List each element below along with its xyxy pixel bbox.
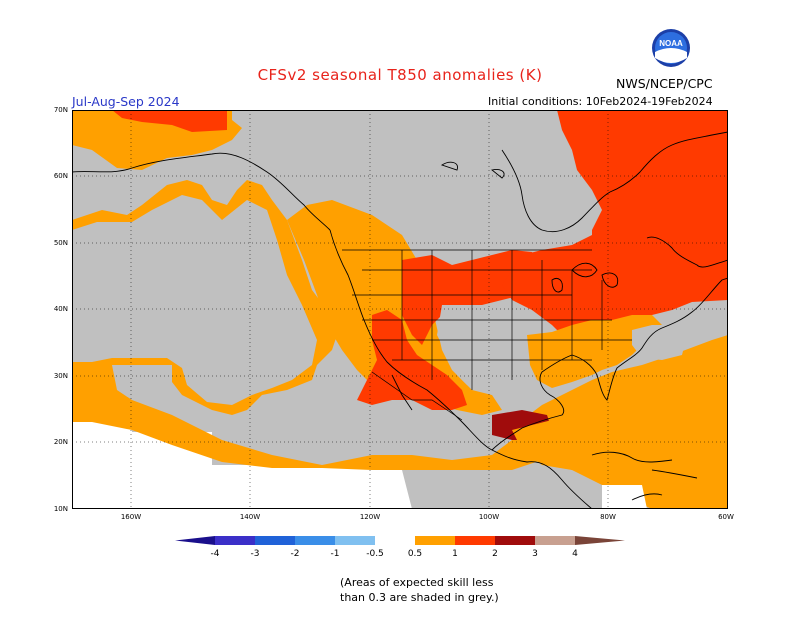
colorbar-label: -4 (211, 549, 220, 559)
great-lakes (440, 161, 619, 293)
orange-western-us (287, 200, 502, 415)
political-borders (342, 249, 632, 421)
lon-label-80w: 80W (600, 513, 616, 521)
colorbar-label: 3 (532, 549, 538, 559)
colorbar-segment-m1_m05 (335, 536, 375, 545)
white-south-ocean (72, 420, 412, 509)
lat-label-10n: 10N (53, 505, 68, 513)
noaa-logo: NOAA (652, 29, 690, 67)
lon-label-60w: 60W (718, 513, 734, 521)
white-pacific-south (72, 410, 82, 509)
red-alaska (112, 110, 227, 132)
anomaly-map (72, 110, 728, 509)
colorbar-label: 0.5 (408, 549, 422, 559)
grey-pacific-interior (72, 195, 317, 405)
lat-label-50n: 50N (53, 239, 68, 247)
white-atlantic-se (602, 485, 647, 509)
lat-label-40n: 40N (53, 305, 68, 313)
colorbar-segment-p3_p4 (535, 536, 575, 545)
colorbar-label: -1 (331, 549, 340, 559)
map-frame (72, 110, 728, 509)
grey-central-us (437, 305, 552, 395)
footnote-line-1: (Areas of expected skill less (340, 576, 494, 589)
initial-conditions: Initial conditions: 10Feb2024-19Feb2024 (488, 95, 713, 108)
colorbar: -4 -3 -2 -1 -0.5 0.5 1 2 3 4 (175, 536, 625, 559)
lat-label-70n: 70N (53, 106, 68, 114)
colorbar-label: 1 (452, 549, 458, 559)
grey-atlantic-east (632, 325, 687, 360)
colorbar-segment-p05_p1 (415, 536, 455, 545)
graticule (72, 110, 728, 509)
lon-label-100w: 100W (478, 513, 500, 521)
colorbar-label: 4 (572, 549, 578, 559)
orange-gulf (512, 420, 632, 470)
lat-label-30n: 30N (53, 372, 68, 380)
colorbar-label: -3 (251, 549, 260, 559)
lon-label-160w: 160W (120, 513, 142, 521)
footnote-line-2: than 0.3 are shaded in grey.) (340, 591, 499, 604)
colorbar-segment-p1_p2 (455, 536, 495, 545)
colorbar-arrow-low (175, 536, 215, 545)
forecast-period: Jul-Aug-Sep 2024 (72, 94, 180, 109)
colorbar-label: -2 (291, 549, 300, 559)
logo-text: NOAA (659, 39, 683, 48)
map-title: CFSv2 seasonal T850 anomalies (K) (257, 66, 543, 84)
lat-label-20n: 20N (53, 438, 68, 446)
colorbar-arrow-high (575, 536, 625, 545)
colorbar-segment-m2_m1 (295, 536, 335, 545)
lon-label-120w: 120W (359, 513, 381, 521)
orange-southeast (527, 315, 662, 388)
agency-label: NWS/NCEP/CPC (616, 76, 713, 91)
skill-footnote: (Areas of expected skill less than 0.3 a… (340, 575, 560, 605)
red-northeast (502, 110, 728, 340)
colorbar-label: -0.5 (366, 549, 384, 559)
lat-label-60n: 60N (53, 172, 68, 180)
colorbar-segment-m3_m2 (255, 536, 295, 545)
grey-hudson (482, 110, 602, 250)
lon-label-140w: 140W (239, 513, 261, 521)
colorbar-segment-m4_m3 (215, 536, 255, 545)
coastlines (72, 131, 728, 509)
colorbar-segment-neutral (375, 536, 415, 545)
colorbar-label: 2 (492, 549, 498, 559)
colorbar-segment-p2_p3 (495, 536, 535, 545)
